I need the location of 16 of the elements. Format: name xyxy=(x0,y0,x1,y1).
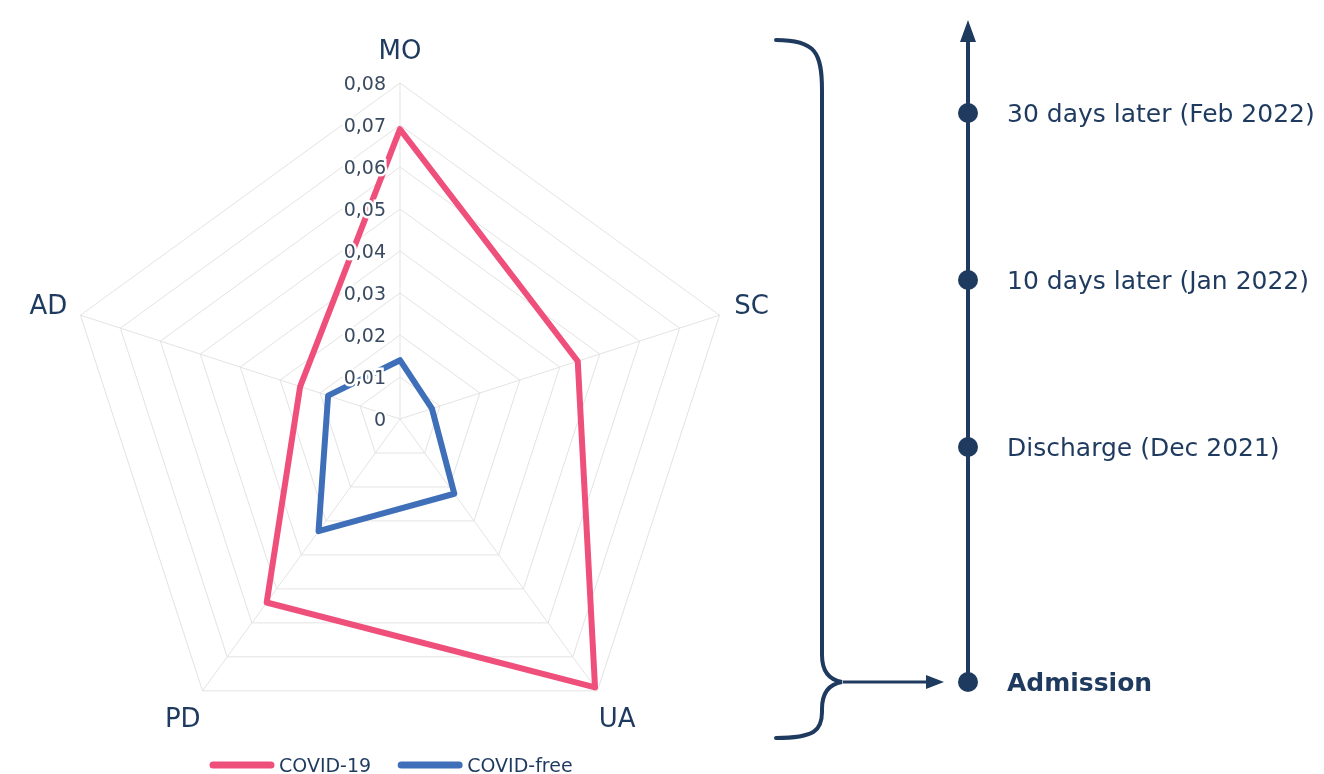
text: Discharge (Dec 2021) xyxy=(1007,432,1280,462)
text: 30 days later (Feb 2022) xyxy=(1007,98,1315,128)
y-tick-label: 0,07 xyxy=(343,113,386,136)
legend-label: COVID-free xyxy=(467,753,573,774)
text: Admission xyxy=(1007,667,1153,697)
legend-label: COVID-19 xyxy=(279,753,372,774)
spoke-label: SC xyxy=(734,289,769,320)
y-tick-label: 0,08 xyxy=(343,71,386,94)
spoke-label: PD xyxy=(164,703,201,734)
spoke-label: UA xyxy=(598,703,636,734)
y-tick-label: 0 xyxy=(373,407,386,430)
spoke-label: AD xyxy=(29,289,68,320)
y-tick-label: 0,03 xyxy=(343,281,386,304)
y-tick-label: 0,02 xyxy=(343,323,386,346)
spoke-label: MO xyxy=(378,34,422,65)
text: 10 days later (Jan 2022) xyxy=(1007,265,1310,295)
